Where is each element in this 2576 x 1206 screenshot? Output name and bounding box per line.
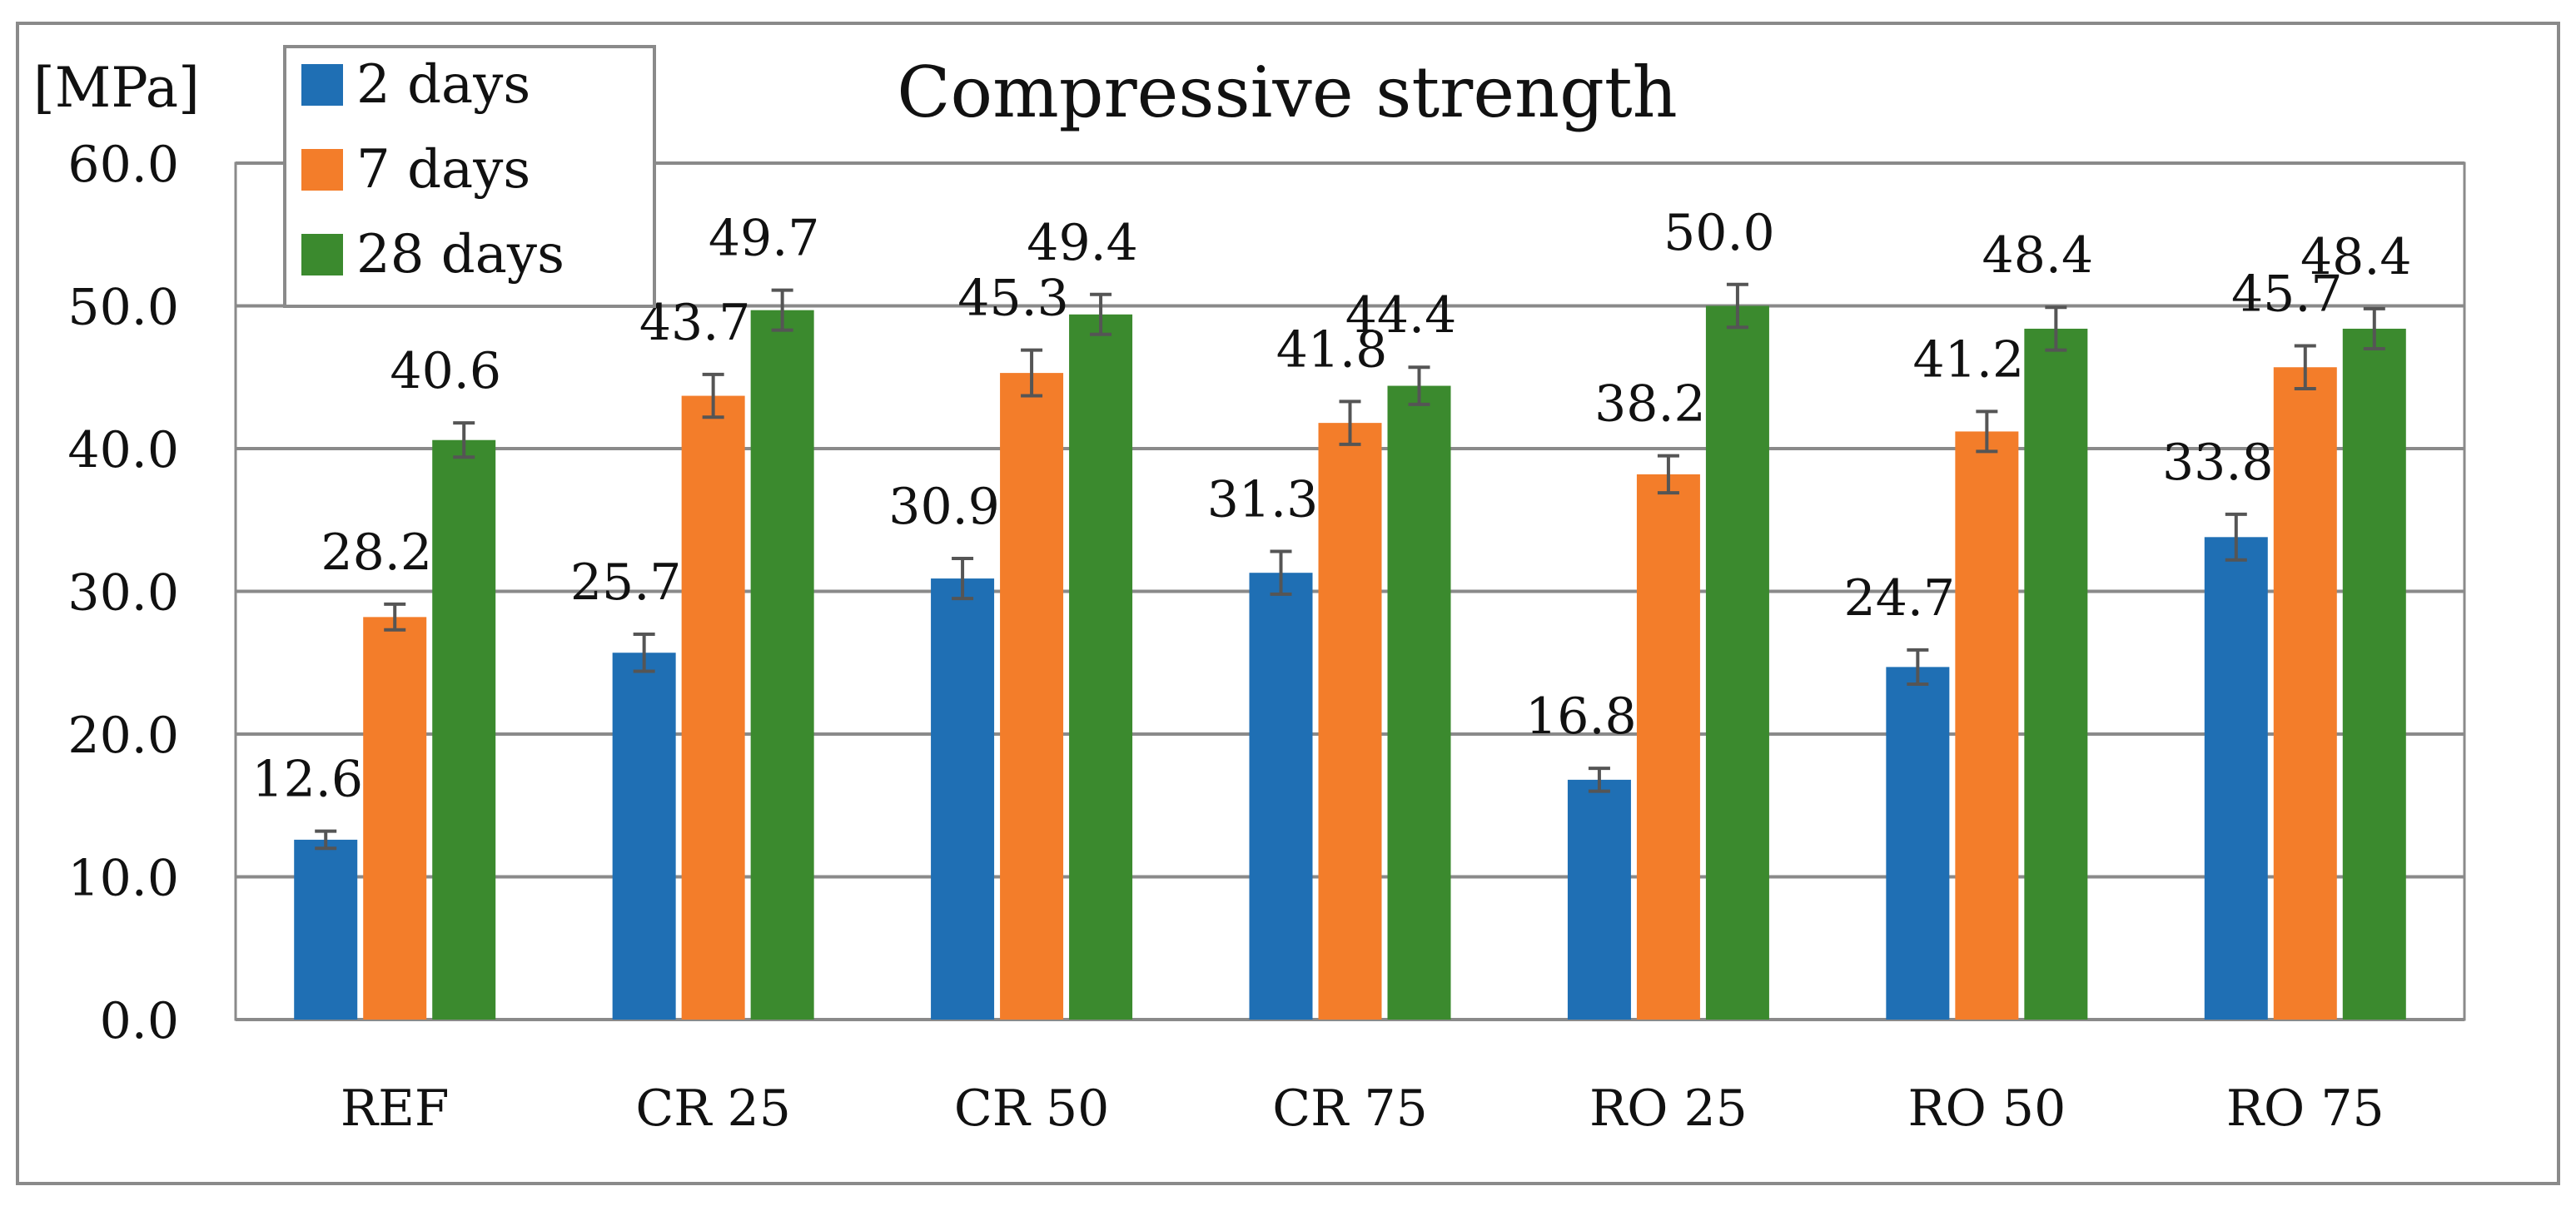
data-label: 44.4 (1345, 286, 1457, 345)
y-tick-label: 60.0 (67, 136, 179, 194)
legend-swatch (301, 149, 343, 191)
data-label: 31.3 (1207, 470, 1319, 529)
x-tick-label: CR 25 (635, 1079, 791, 1138)
bar-7-days (681, 395, 745, 1020)
bar-28-days (2024, 328, 2088, 1020)
bar-7-days (1955, 431, 2019, 1020)
data-label: 38.2 (1594, 375, 1706, 434)
bar-2-days (294, 839, 358, 1020)
x-axis-ticks: REF CR 25 CR 50 CR 75 RO 25 RO 50 RO 75 (341, 1079, 2385, 1138)
bar-2-days (2204, 537, 2268, 1020)
data-label: 30.9 (888, 478, 1000, 536)
y-tick-label: 50.0 (67, 279, 179, 337)
data-label: 12.6 (251, 751, 363, 809)
x-tick-label: RO 25 (1589, 1079, 1748, 1138)
bar-7-days (1636, 474, 1700, 1020)
legend-swatch (301, 64, 343, 106)
data-label: 45.7 (2231, 266, 2343, 324)
x-tick-label: CR 50 (954, 1079, 1110, 1138)
data-label: 28.2 (321, 524, 432, 582)
x-tick-label: CR 75 (1272, 1079, 1428, 1138)
data-label: 40.6 (390, 342, 501, 400)
legend-swatch (301, 234, 343, 275)
bar-7-days (1000, 373, 1064, 1020)
data-label: 43.7 (639, 294, 751, 352)
chart-title: Compressive strength (897, 52, 1678, 133)
y-tick-label: 30.0 (67, 564, 179, 623)
x-tick-label: RO 50 (1907, 1079, 2066, 1138)
error-bars (315, 282, 2385, 851)
legend-label: 2 days (356, 54, 530, 116)
data-label: 49.4 (1027, 214, 1138, 272)
bar-28-days (1069, 314, 1133, 1020)
data-label: 25.7 (570, 553, 682, 612)
bar-7-days (2273, 367, 2337, 1020)
bar-2-days (931, 578, 995, 1020)
bar-28-days (2342, 328, 2406, 1020)
x-tick-label: RO 75 (2226, 1079, 2385, 1138)
data-label: 41.8 (1276, 320, 1388, 379)
legend-label: 7 days (356, 139, 530, 201)
bar-7-days (1318, 423, 1382, 1020)
bar-2-days (612, 653, 676, 1020)
bar-28-days (432, 439, 496, 1020)
data-label: 33.8 (2162, 434, 2274, 492)
data-label: 24.7 (1844, 569, 1956, 628)
bar-2-days (1249, 573, 1313, 1020)
legend-box (283, 45, 656, 308)
y-tick-label: 40.0 (67, 421, 179, 479)
data-label: 45.3 (957, 270, 1069, 328)
x-tick-label: REF (341, 1079, 450, 1138)
y-tick-label: 20.0 (67, 707, 179, 765)
bar-7-days (363, 617, 427, 1020)
bars (294, 305, 2406, 1020)
data-label: 48.4 (2300, 228, 2412, 286)
bar-28-days (1387, 385, 1451, 1020)
bar-2-days (1886, 667, 1950, 1020)
legend: 2 days 7 days 28 days (283, 45, 656, 308)
legend-label: 28 days (356, 224, 564, 285)
bar-28-days (1705, 305, 1769, 1020)
data-label: 50.0 (1663, 204, 1775, 262)
y-tick-label: 10.0 (67, 850, 179, 908)
bar-28-days (750, 310, 814, 1020)
data-label: 41.2 (1913, 330, 2025, 389)
bar-2-days (1567, 779, 1631, 1020)
data-label: 49.7 (709, 210, 820, 268)
data-label: 48.4 (1982, 226, 2094, 285)
data-label: 16.8 (1525, 687, 1637, 746)
data-labels: 12.6 28.2 40.6 25.7 43.7 49.7 30.9 45.349.4 31.3… (251, 204, 2411, 809)
y-axis-label: [MPa] (33, 56, 200, 120)
y-tick-label: 0.0 (100, 992, 179, 1050)
y-axis-ticks: 0.0 10.0 20.0 30.0 40.0 50.0 60.0 (67, 136, 179, 1050)
